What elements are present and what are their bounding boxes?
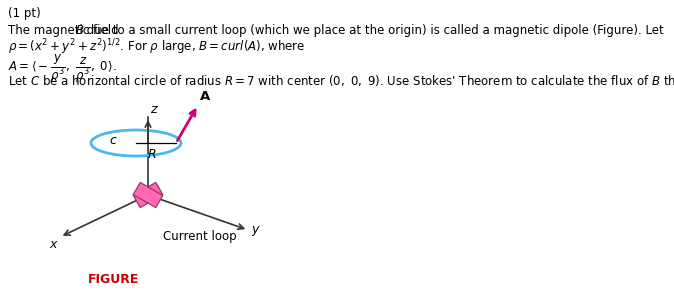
- Polygon shape: [133, 182, 162, 208]
- Text: A: A: [200, 90, 210, 103]
- Text: R: R: [148, 148, 156, 161]
- Text: $\rho = (x^2 + y^2 + z^2)^{1/2}$. For $\rho$ large, $B = curl(A)$, where: $\rho = (x^2 + y^2 + z^2)^{1/2}$. For $\…: [8, 37, 305, 57]
- Text: Let $C$ be a horizontal circle of radius $R = 7$ with center $(0,\ 0,\ 9)$. Use : Let $C$ be a horizontal circle of radius…: [8, 73, 674, 90]
- Text: z: z: [150, 103, 156, 116]
- Text: FIGURE: FIGURE: [88, 273, 140, 286]
- Text: x: x: [50, 238, 57, 251]
- Text: c: c: [109, 134, 116, 148]
- Text: The magnetic field: The magnetic field: [8, 24, 123, 37]
- Text: y: y: [251, 224, 258, 237]
- Text: $A = \langle -\dfrac{y}{\rho^3},\ \dfrac{z}{\rho^3},\ 0 \rangle.$: $A = \langle -\dfrac{y}{\rho^3},\ \dfrac…: [8, 53, 117, 85]
- Text: B: B: [76, 24, 84, 37]
- Text: Current loop: Current loop: [163, 230, 237, 243]
- Text: (1 pt): (1 pt): [8, 7, 40, 20]
- Polygon shape: [133, 182, 162, 208]
- Text: due to a small current loop (which we place at the origin) is called a magnetic : due to a small current loop (which we pl…: [83, 24, 664, 37]
